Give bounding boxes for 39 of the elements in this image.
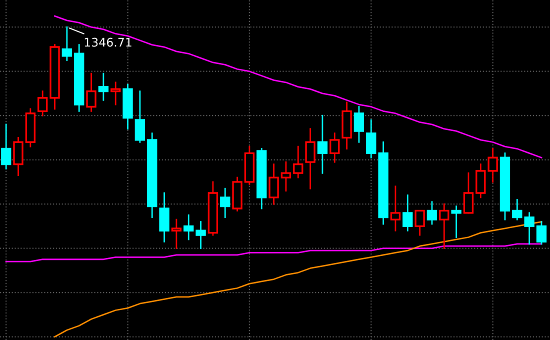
candlestick <box>50 44 60 110</box>
candlestick <box>25 108 36 148</box>
candlestick <box>0 124 12 170</box>
candlestick <box>62 26 72 61</box>
candlestick <box>439 203 450 250</box>
candlestick <box>196 221 206 250</box>
candlestick <box>208 181 218 236</box>
candlestick <box>402 194 413 232</box>
candlestick <box>378 141 388 225</box>
candlestick <box>37 90 48 116</box>
candlestick <box>330 132 340 163</box>
candlestick <box>488 148 498 183</box>
candlestick <box>342 102 352 150</box>
candlestick <box>110 82 121 106</box>
candlestick <box>524 212 534 245</box>
candlestick <box>86 72 96 112</box>
candlestick <box>220 188 230 218</box>
candlestick <box>74 44 84 112</box>
candlestick <box>147 132 158 218</box>
candlestick <box>13 137 24 176</box>
candlestick <box>256 148 267 210</box>
candlestick <box>366 119 376 158</box>
candlestick <box>280 161 292 192</box>
candlestick <box>232 176 242 212</box>
candlestick <box>159 192 170 242</box>
candlestick <box>134 90 146 143</box>
candlestick <box>293 146 304 178</box>
candlestick <box>268 164 279 205</box>
candlestick <box>476 164 486 198</box>
candlestick <box>98 72 109 101</box>
candlestick <box>184 214 194 240</box>
candlestick <box>122 84 133 130</box>
candlestick <box>305 128 316 190</box>
candlestick <box>512 198 522 220</box>
candlestick <box>317 114 328 174</box>
annotation: 1346.71 <box>84 38 132 47</box>
candlestick <box>451 206 462 238</box>
candlestick <box>390 186 401 232</box>
candlestick <box>171 218 182 250</box>
